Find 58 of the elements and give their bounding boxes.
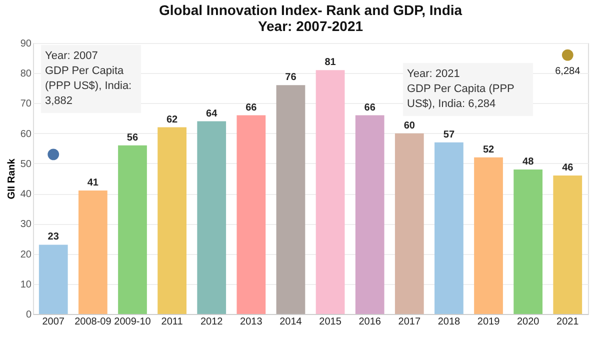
data-label: 66 xyxy=(246,102,258,114)
bar xyxy=(355,115,384,314)
data-label: 52 xyxy=(482,144,495,156)
y-tick-label: 0 xyxy=(26,310,32,320)
text: Global Innovation Index- Rank and GDP, India xyxy=(158,2,462,18)
x-tick-label: 2012 xyxy=(200,316,224,328)
data-label: 64 xyxy=(206,108,218,120)
y-tick-label: 50 xyxy=(20,158,32,170)
y-tick-label: 80 xyxy=(20,68,32,80)
bar xyxy=(236,115,266,314)
x-tick-label: 2009-10 xyxy=(114,316,152,328)
x-tick-label: 2016 xyxy=(358,316,382,328)
data-label: 57 xyxy=(443,129,455,140)
x-tick-label: 2014 xyxy=(280,316,302,328)
bar xyxy=(394,133,424,314)
y-tick-label: 20 xyxy=(20,249,32,260)
x-tick-label: 2013 xyxy=(240,316,263,328)
bar xyxy=(514,169,543,314)
x-tick-label: 2007 xyxy=(42,316,65,328)
data-label: 48 xyxy=(522,156,534,168)
y-tick-label: 90 xyxy=(20,38,32,50)
y-tick-label: 10 xyxy=(20,279,32,290)
x-tick-label: 2017 xyxy=(398,316,421,328)
data-label: 62 xyxy=(166,114,178,126)
data-label: 66 xyxy=(364,102,376,114)
bar xyxy=(553,175,582,314)
bar xyxy=(158,127,186,314)
data-label: 41 xyxy=(87,178,99,189)
data-label: 60 xyxy=(404,120,416,132)
annotation: Year: 2007 GDP Per Capita (PPP US$), India: 3,882 xyxy=(45,50,132,107)
y-tick-label: 60 xyxy=(20,128,32,140)
bar xyxy=(276,85,306,314)
bar xyxy=(38,244,68,314)
y-axis-title: GII Rank xyxy=(6,158,18,200)
data-label: 56 xyxy=(126,132,138,144)
x-tick-label: 2011 xyxy=(161,316,184,328)
bar xyxy=(434,142,464,314)
bar xyxy=(316,70,345,314)
data-label: 76 xyxy=(285,72,297,84)
x-tick-label: 2015 xyxy=(319,316,342,328)
data-label: 23 xyxy=(48,232,60,243)
x-tick-label: 2018 xyxy=(438,316,461,328)
x-tick-label: 2019 xyxy=(477,316,500,328)
data-label: 46 xyxy=(562,162,574,174)
bar xyxy=(197,121,226,314)
text: Year: 2007-2021 xyxy=(258,18,364,34)
bar xyxy=(78,190,108,314)
y-tick-label: 70 xyxy=(20,98,32,110)
bar xyxy=(474,157,503,314)
annotation: Year: 2021 GDP Per Capita (PPP US$), India: 6,284 xyxy=(407,68,514,110)
x-tick-label: 2008-09 xyxy=(74,316,112,328)
data-label: 81 xyxy=(324,57,336,68)
y-tick-label: 40 xyxy=(20,189,32,200)
y-tick-label: 30 xyxy=(20,219,32,230)
x-tick-label: 2021 xyxy=(556,316,580,328)
x-tick-label: 2020 xyxy=(516,316,540,328)
bar xyxy=(118,145,147,314)
annotation: 6,284 xyxy=(555,66,581,78)
